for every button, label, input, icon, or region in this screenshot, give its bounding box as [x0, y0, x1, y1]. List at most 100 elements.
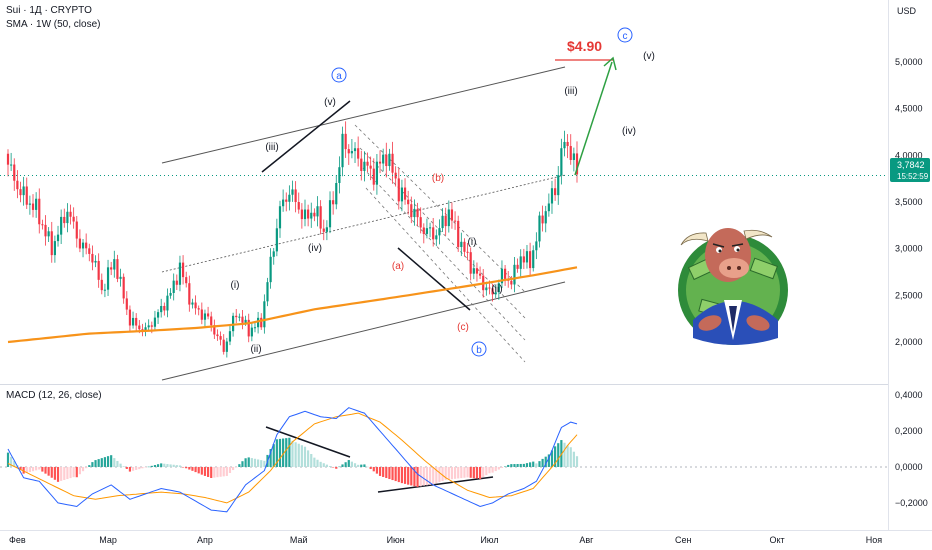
macd-histogram-bar — [128, 466, 132, 472]
candlestick-series — [6, 121, 579, 358]
macd-histogram-bar — [85, 466, 88, 469]
wave-label-ii-left: (ii) — [250, 344, 261, 355]
macd-histogram-bar — [47, 466, 50, 476]
macd-histogram-bar — [110, 455, 113, 467]
candle-body — [529, 251, 532, 269]
macd-histogram-bar — [169, 464, 172, 467]
macd-histogram-bar — [210, 466, 213, 478]
macd-histogram-bar — [450, 466, 454, 480]
bull-mascot-image — [678, 228, 788, 345]
candle-body — [238, 316, 241, 318]
candle-body — [297, 202, 300, 210]
candle-body — [203, 313, 207, 320]
candle-body — [147, 325, 150, 328]
candle-body — [106, 267, 110, 290]
candle-body — [253, 327, 257, 329]
candle-body — [181, 262, 185, 278]
candle-body — [532, 250, 535, 269]
channel-lower-line — [161, 281, 566, 381]
macd-histogram-bar — [78, 466, 82, 475]
candle-body — [441, 215, 444, 229]
macd-histogram-bar — [353, 463, 357, 467]
macd-histogram-bar — [203, 466, 207, 476]
candle-body — [47, 231, 50, 237]
chart-legend-title[interactable]: Sui · 1Д · CRYPTO — [6, 5, 92, 16]
macd-histogram-bar — [66, 466, 69, 480]
macd-histogram-bar — [63, 466, 66, 480]
candle-body — [444, 215, 447, 227]
candle-body — [400, 187, 404, 202]
macd-histogram-bar — [391, 466, 394, 481]
time-axis-month: Фев — [9, 535, 26, 545]
macd-histogram-bar — [147, 466, 150, 468]
candle-body — [513, 264, 516, 285]
macd-histogram-bar — [175, 465, 178, 467]
candle-body — [13, 164, 16, 181]
candle-body — [472, 268, 475, 274]
candle-body — [541, 215, 544, 224]
macd-histogram — [6, 437, 579, 487]
candle-body — [22, 186, 25, 196]
candle-body — [475, 268, 479, 274]
candle-body — [478, 273, 482, 276]
macd-histogram-bar — [22, 466, 25, 474]
candle-body — [266, 282, 269, 302]
macd-histogram-bar — [257, 459, 260, 467]
macd-histogram-bar — [28, 466, 31, 472]
macd-histogram-bar — [385, 466, 388, 478]
candle-body — [310, 212, 313, 219]
candle-body — [563, 141, 566, 149]
candle-body — [75, 221, 78, 239]
macd-histogram-bar — [116, 460, 119, 467]
candle-body — [172, 280, 175, 293]
macd-histogram-bar — [291, 440, 294, 467]
macd-legend[interactable]: MACD (12, 26, close) — [6, 390, 102, 401]
macd-histogram-bar — [41, 466, 44, 472]
macd-histogram-bar — [488, 466, 491, 474]
macd-histogram-bar — [191, 466, 194, 471]
candle-body — [28, 203, 31, 205]
candle-body — [491, 288, 494, 295]
candle-body — [113, 259, 116, 270]
candle-body — [38, 198, 41, 225]
candle-body — [125, 298, 128, 310]
candle-body — [307, 209, 310, 219]
macd-histogram-bar — [297, 443, 300, 467]
macd-histogram-bar — [300, 445, 303, 467]
macd-histogram-bar — [532, 461, 535, 467]
candle-body — [560, 148, 563, 176]
candle-body — [391, 153, 394, 173]
candle-body — [447, 209, 450, 227]
macd-histogram-bar — [491, 466, 494, 473]
wave-label-iv-right: (iv) — [622, 126, 636, 137]
macd-histogram-bar — [200, 466, 203, 475]
candle-body — [188, 283, 191, 305]
candle-body — [369, 165, 372, 169]
candle-body — [25, 186, 28, 205]
candle-body — [538, 215, 541, 242]
sma-legend[interactable]: SMA · 1W (50, close) — [6, 19, 101, 30]
macd-histogram-bar — [569, 447, 572, 467]
candle-body — [469, 252, 472, 274]
macd-histogram-bar — [347, 460, 350, 467]
candle-body — [503, 268, 507, 279]
macd-histogram-bar — [141, 466, 144, 469]
macd-histogram-bar — [278, 438, 282, 467]
candle-body — [303, 209, 307, 220]
time-axis-month: Мар — [99, 535, 117, 545]
candle-body — [319, 206, 322, 229]
candle-body — [313, 212, 316, 217]
macd-histogram-bar — [75, 466, 78, 478]
macd-histogram-bar — [319, 461, 322, 467]
current-price-value: 3,7842 — [897, 160, 925, 170]
macd-histogram-bar — [31, 466, 35, 472]
macd-histogram-bar — [106, 456, 110, 467]
macd-histogram-bar — [160, 463, 163, 467]
macd-histogram-bar — [113, 458, 116, 467]
candle-body — [100, 279, 103, 291]
time-axis-month: Авг — [579, 535, 594, 545]
macd-histogram-bar — [457, 466, 460, 479]
macd-histogram-bar — [272, 444, 275, 467]
time-axis-month: Июн — [387, 535, 405, 545]
